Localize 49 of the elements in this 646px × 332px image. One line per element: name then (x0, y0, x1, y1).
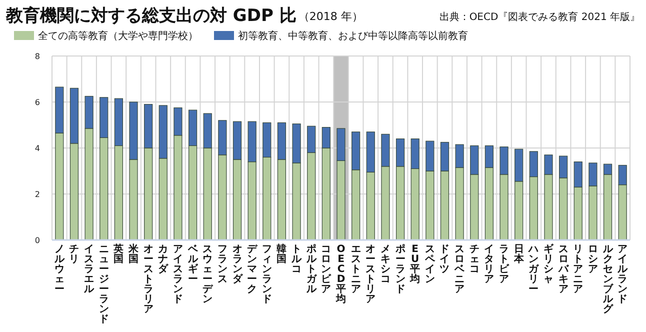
x-tick-label: チェコ (469, 244, 480, 275)
x-tick-label: ノルウェー (53, 244, 66, 295)
x-tick-label: フランス (217, 244, 228, 285)
x-tick-label: ハンガリー (528, 244, 540, 295)
x-tick-label: 米国 (128, 243, 140, 265)
y-tick-label: 4 (34, 144, 40, 153)
x-tick-label: スウェーデン (202, 244, 214, 305)
y-tick-label: 6 (34, 98, 40, 107)
x-tick-label: 日本 (512, 244, 525, 265)
y-tick-label: 8 (34, 52, 40, 61)
x-tick-label: オーストリア (366, 244, 376, 305)
y-tick-label: 2 (34, 190, 40, 199)
x-tick-label: EU平均 (409, 244, 420, 285)
x-tick-label: ロシア (588, 244, 598, 275)
x-tick-label: ニュージーランド (98, 244, 109, 325)
x-tick-label: チリ (69, 244, 80, 265)
x-tick-label: オランダ (232, 244, 244, 285)
x-tick-label: トルコ (290, 244, 303, 275)
x-tick-label: メキシコ (380, 244, 390, 285)
chart-title: 教育機関に対する総支出の対 GDP 比 (5, 5, 296, 26)
x-tick-label: アイスランド (172, 244, 183, 305)
x-tick-label: ラトビア (499, 244, 510, 285)
x-tick-label: イスラエル (83, 244, 96, 295)
legend-label: 全ての高等教育（大学や専門学校） (38, 30, 198, 42)
x-tick-label: ポーランド (394, 244, 406, 295)
x-tick-label: スロバキア (557, 244, 570, 295)
x-tick-label: スペイン (424, 244, 436, 285)
x-tick-label: ポルトガル (305, 244, 318, 295)
x-tick-label: イタリア (484, 244, 494, 285)
y-tick-label: 0 (34, 236, 40, 245)
x-tick-label: 韓国 (276, 243, 287, 265)
legend-label: 初等教育、中等教育、および中等以降高等以前教育 (238, 30, 468, 42)
chart-subtitle: （2018 年） (298, 10, 363, 23)
x-tick-label: アイルランド (616, 244, 629, 305)
x-tick-label: ドイツ (440, 244, 450, 275)
x-tick-label: スロベニア (454, 244, 466, 295)
x-tick-label: リトアニア (573, 244, 584, 295)
x-tick-label: 英国 (112, 243, 124, 265)
x-tick-label: OECD平均 (335, 244, 346, 305)
x-tick-label: ベルギー (186, 244, 199, 285)
x-tick-label: カナダ (158, 244, 170, 275)
x-tick-label: デンマーク (247, 244, 258, 295)
x-tick-label: オーストラリア (143, 244, 154, 315)
x-tick-label: フィンランド (262, 244, 272, 305)
x-tick-label: コロンビア (321, 244, 332, 295)
source-note: 出典：OECD『図表でみる教育 2021 年版』 (439, 11, 640, 23)
x-tick-label: ルクセンブルグ (602, 244, 614, 315)
x-tick-label: ギリシャ (543, 243, 554, 285)
x-tick-label: エストニア (350, 244, 361, 295)
